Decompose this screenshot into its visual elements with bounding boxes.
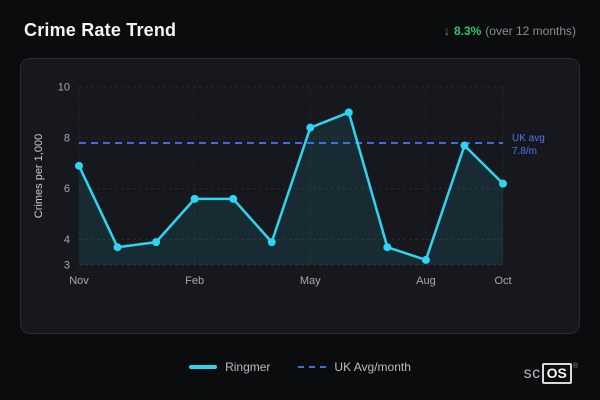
data-point-marker[interactable] (460, 141, 469, 150)
y-tick-label: 6 (64, 183, 70, 195)
chart-card: 3 4 6 8 10 Nov Feb May Aug Oct UK avg 7.8/m Crimes p… (20, 58, 580, 334)
uk-avg-annotation-value: 7.8/m (512, 146, 537, 157)
data-point-marker[interactable] (113, 243, 122, 252)
chart-legend: Ringmer UK Avg/month (0, 360, 600, 374)
x-tick-label: May (300, 275, 321, 287)
series-line (77, 111, 505, 262)
page-header: Crime Rate Trend ↓ 8.3% (over 12 months) (24, 20, 576, 41)
trend-value: 8.3% (453, 23, 482, 38)
trend-caption: (over 12 months) (485, 23, 576, 38)
x-tick-label: Aug (416, 275, 436, 287)
data-point-marker[interactable] (344, 108, 353, 117)
trend-stat: ↓ 8.3% (over 12 months) (444, 24, 576, 38)
x-tick-label: Oct (494, 275, 511, 287)
line-chart: 3 4 6 8 10 Nov Feb May Aug Oct UK avg 7.8/m Crimes p… (33, 82, 545, 288)
y-tick-label: 10 (58, 82, 70, 94)
data-point-marker[interactable] (229, 194, 238, 203)
scos-logo: sc OS ® (524, 363, 578, 384)
legend-label: UK Avg/month (334, 360, 411, 374)
legend-line-swatch (189, 365, 218, 369)
data-point-marker[interactable] (267, 238, 276, 247)
data-point-marker[interactable] (190, 194, 199, 203)
registered-mark: ® (572, 363, 578, 370)
data-point-marker[interactable] (75, 161, 83, 170)
data-point-marker[interactable] (152, 238, 161, 247)
logo-text-prefix: sc (523, 364, 541, 382)
y-tick-label: 3 (64, 260, 70, 272)
y-axis-label: Crimes per 1,000 (33, 134, 45, 218)
y-tick-label: 8 (64, 132, 70, 144)
data-point-marker[interactable] (383, 243, 392, 252)
legend-label: Ringmer (225, 360, 271, 374)
x-tick-label: Feb (185, 275, 204, 287)
uk-avg-annotation: UK avg (512, 133, 545, 144)
legend-item-ringmer[interactable]: Ringmer (189, 360, 270, 374)
legend-item-uk-avg[interactable]: UK Avg/month (298, 360, 411, 374)
data-point-marker[interactable] (421, 255, 430, 264)
trend-down-arrow: ↓ (443, 23, 450, 38)
y-tick-label: 4 (64, 234, 70, 246)
page-title: Crime Rate Trend (24, 20, 177, 40)
data-point-marker[interactable] (499, 179, 507, 188)
legend-dash-swatch (298, 366, 327, 368)
data-point-marker[interactable] (306, 123, 315, 132)
logo-boxed-text: OS (541, 363, 572, 384)
x-tick-label: Nov (69, 275, 89, 287)
